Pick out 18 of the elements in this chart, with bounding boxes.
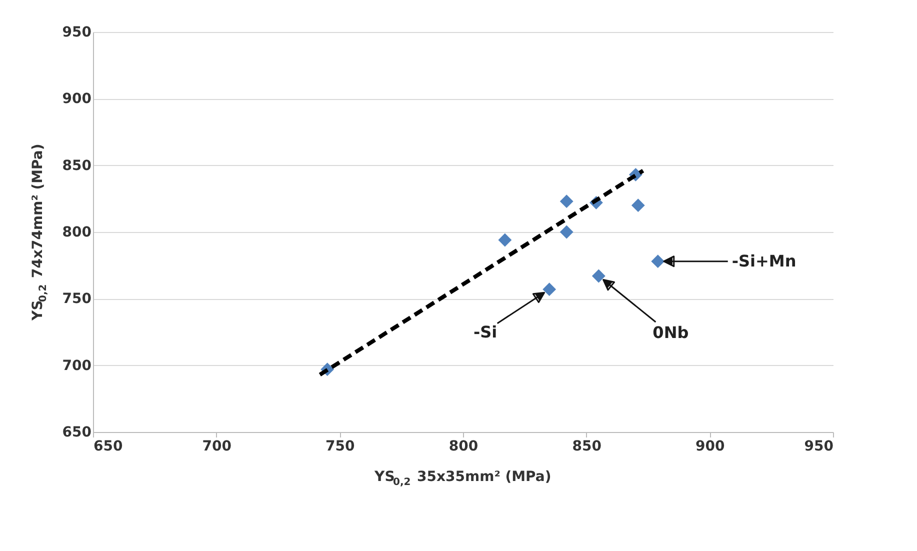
y-tick-label: 700	[62, 358, 92, 374]
y-tick-label: 650	[62, 424, 92, 440]
x-tick-label: 900	[696, 438, 726, 454]
y-axis-title: YS0,2 74x74mm² (MPa)	[30, 144, 49, 322]
annotation: -Si+Mn	[732, 251, 796, 270]
annotation: 0Nb	[652, 323, 689, 342]
x-tick-label: 800	[448, 438, 478, 454]
y-tick-label: 800	[62, 224, 92, 240]
y-tick-label: 950	[62, 24, 92, 40]
x-tick-label: 650	[94, 438, 123, 454]
y-tick-label: 900	[62, 91, 92, 108]
x-tick-label: 850	[572, 438, 602, 454]
y-tick-label: 750	[62, 291, 92, 308]
x-tick-label: 950	[804, 438, 834, 454]
x-tick-label: 750	[326, 438, 356, 454]
x-tick-label: 700	[202, 438, 232, 454]
annotation: -Si	[474, 322, 498, 342]
y-tick-label: 850	[62, 158, 92, 174]
